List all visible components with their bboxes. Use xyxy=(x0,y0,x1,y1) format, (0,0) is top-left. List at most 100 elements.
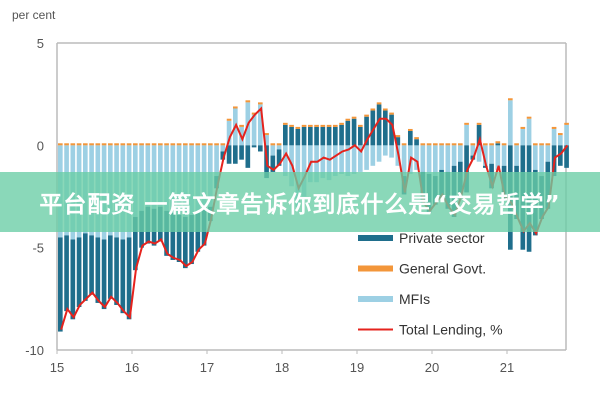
bar-mfis xyxy=(264,135,269,146)
bar-mfis xyxy=(520,128,526,146)
bar-mfis xyxy=(383,145,388,156)
bar-mfis xyxy=(314,145,319,183)
bar-private-sector xyxy=(333,126,338,146)
bar-private-sector xyxy=(176,214,182,262)
bar-general-govt xyxy=(108,143,113,146)
bar-mfis xyxy=(276,145,282,150)
bar-general-govt xyxy=(345,118,351,121)
bar-private-sector xyxy=(95,237,101,303)
bar-general-govt xyxy=(401,143,407,146)
bar-private-sector xyxy=(326,126,332,146)
bar-general-govt xyxy=(64,143,69,146)
legend-label: General Govt. xyxy=(399,261,486,277)
bar-mfis xyxy=(414,145,419,170)
bar-mfis xyxy=(464,124,469,146)
bar-mfis xyxy=(533,145,538,170)
bar-private-sector xyxy=(283,124,288,146)
bar-private-sector xyxy=(64,235,69,312)
overlay-banner: 平台配资 一篇文章告诉你到底什么是“交易哲学” xyxy=(0,172,600,232)
bar-general-govt xyxy=(495,141,501,144)
bar-general-govt xyxy=(533,143,538,146)
bar-general-govt xyxy=(426,143,432,146)
bar-general-govt xyxy=(89,143,94,146)
bar-private-sector xyxy=(289,126,294,146)
bar-mfis xyxy=(476,145,482,162)
legend-swatch xyxy=(358,296,393,302)
bar-general-govt xyxy=(545,143,551,146)
bar-private-sector xyxy=(114,237,119,305)
bar-private-sector xyxy=(345,120,351,146)
bar-general-govt xyxy=(214,143,219,146)
bar-general-govt xyxy=(414,137,419,140)
bar-private-sector xyxy=(495,143,501,146)
bar-private-sector xyxy=(189,214,194,265)
bar-private-sector xyxy=(395,137,401,146)
bar-private-sector xyxy=(83,233,88,301)
bar-private-sector xyxy=(301,126,307,146)
bar-general-govt xyxy=(308,124,313,127)
bar-general-govt xyxy=(258,102,263,105)
bar-general-govt xyxy=(339,122,344,125)
bar-general-govt xyxy=(383,108,388,111)
bar-private-sector xyxy=(295,128,301,146)
bar-private-sector xyxy=(314,126,319,146)
bar-private-sector xyxy=(258,145,263,152)
bar-mfis xyxy=(514,145,519,166)
bar-general-govt xyxy=(376,102,382,105)
bar-general-govt xyxy=(283,122,288,125)
bar-private-sector xyxy=(76,237,82,308)
bar-general-govt xyxy=(276,143,282,146)
bar-mfis xyxy=(370,145,376,166)
bar-general-govt xyxy=(189,143,194,146)
bar-general-govt xyxy=(183,143,188,146)
bar-mfis xyxy=(551,128,557,146)
bar-general-govt xyxy=(220,143,226,146)
bar-private-sector xyxy=(58,237,63,332)
bar-mfis xyxy=(426,145,432,174)
bar-mfis xyxy=(539,145,544,177)
bar-general-govt xyxy=(489,143,494,146)
y-tick-label: 0 xyxy=(37,138,44,153)
bar-private-sector xyxy=(389,114,394,146)
bar-private-sector xyxy=(483,165,488,168)
bar-mfis xyxy=(320,145,326,179)
bar-general-govt xyxy=(133,143,138,146)
bar-mfis xyxy=(351,145,357,174)
bar-mfis xyxy=(458,145,463,162)
x-tick-label: 17 xyxy=(200,360,214,375)
bar-mfis xyxy=(508,100,513,146)
bar-private-sector xyxy=(370,110,376,146)
bar-general-govt xyxy=(139,143,144,146)
bar-private-sector xyxy=(251,145,257,148)
bar-mfis xyxy=(433,145,438,177)
bar-general-govt xyxy=(164,143,169,146)
bar-general-govt xyxy=(520,126,526,129)
bar-general-govt xyxy=(358,124,363,127)
bar-mfis xyxy=(451,145,457,166)
bar-general-govt xyxy=(558,133,563,136)
legend-label: MFIs xyxy=(399,291,430,307)
bar-private-sector xyxy=(233,145,238,164)
bar-mfis xyxy=(358,145,363,172)
bar-private-sector xyxy=(183,216,188,269)
bar-mfis xyxy=(339,145,344,174)
bar-mfis xyxy=(420,145,426,172)
x-tick-label: 20 xyxy=(425,360,439,375)
bar-private-sector xyxy=(164,210,169,256)
x-tick-label: 21 xyxy=(500,360,514,375)
bar-mfis xyxy=(445,145,451,172)
bar-general-govt xyxy=(351,116,357,119)
y-tick-label: 5 xyxy=(37,36,44,51)
bar-mfis xyxy=(326,145,332,181)
bar-general-govt xyxy=(464,122,469,125)
bar-general-govt xyxy=(470,143,476,146)
bar-general-govt xyxy=(439,143,444,146)
bar-mfis xyxy=(301,145,307,197)
bar-general-govt xyxy=(551,126,557,129)
bar-general-govt xyxy=(476,122,482,125)
bar-general-govt xyxy=(433,143,438,146)
bar-general-govt xyxy=(170,143,176,146)
legend-label: Private sector xyxy=(399,230,485,246)
bar-general-govt xyxy=(101,143,107,146)
bar-private-sector xyxy=(414,139,419,146)
